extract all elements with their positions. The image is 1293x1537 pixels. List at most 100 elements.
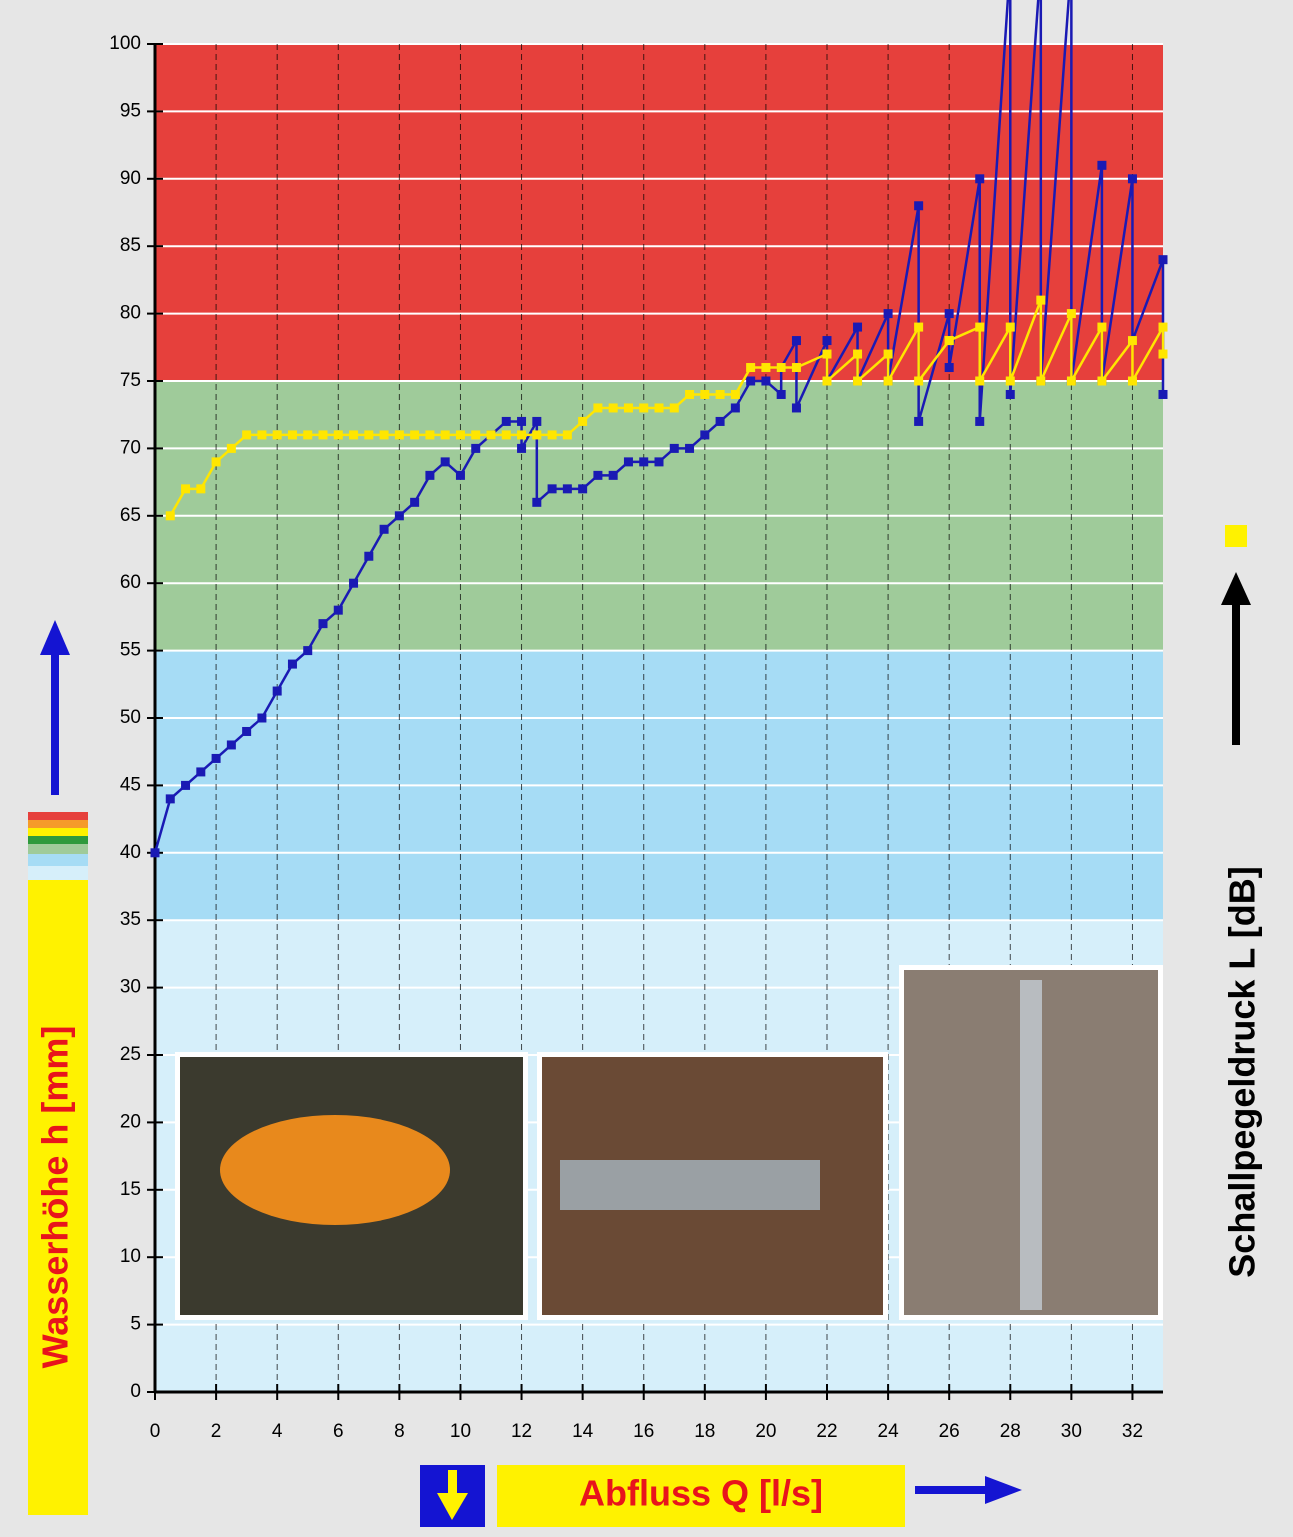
- point: [578, 417, 587, 426]
- point: [471, 430, 480, 439]
- point: [364, 552, 373, 561]
- y-tick-label: 65: [120, 505, 141, 526]
- photo-detail: [1020, 980, 1042, 1310]
- point: [975, 377, 984, 386]
- point: [914, 377, 923, 386]
- key: [28, 836, 88, 844]
- point: [761, 377, 770, 386]
- y-tick-label: 85: [120, 235, 141, 256]
- point: [441, 430, 450, 439]
- y-tick-label: 35: [120, 909, 141, 930]
- point: [1097, 377, 1106, 386]
- point: [487, 430, 496, 439]
- legend-marker: [1225, 525, 1247, 547]
- point: [532, 417, 541, 426]
- point: [609, 471, 618, 480]
- point: [548, 484, 557, 493]
- y-tick-label: 10: [120, 1246, 141, 1267]
- point: [563, 484, 572, 493]
- point: [242, 727, 251, 736]
- point: [716, 417, 725, 426]
- x-axis-label: Abfluss Q [l/s]: [579, 1473, 823, 1514]
- point: [380, 525, 389, 534]
- point: [349, 579, 358, 588]
- point: [364, 430, 373, 439]
- point: [1006, 323, 1015, 332]
- key: [28, 854, 88, 866]
- point: [242, 430, 251, 439]
- point: [1006, 377, 1015, 386]
- point: [700, 430, 709, 439]
- point: [380, 430, 389, 439]
- chart: 0510152025303540455055606570758085909510…: [0, 0, 1293, 1537]
- point: [945, 336, 954, 345]
- x-tick-label: 20: [755, 1421, 776, 1442]
- point: [578, 484, 587, 493]
- photo-detail: [220, 1115, 450, 1225]
- x-tick-label: 8: [394, 1421, 405, 1442]
- point: [257, 714, 266, 723]
- photo-detail: [560, 1160, 820, 1210]
- x-tick-label: 22: [816, 1421, 837, 1442]
- point: [685, 390, 694, 399]
- y-tick-label: 95: [120, 100, 141, 121]
- point: [777, 390, 786, 399]
- color-key: [28, 812, 88, 880]
- point: [685, 444, 694, 453]
- point: [395, 511, 404, 520]
- point: [502, 417, 511, 426]
- point: [441, 457, 450, 466]
- point: [670, 403, 679, 412]
- point: [517, 444, 526, 453]
- point: [273, 430, 282, 439]
- point: [517, 430, 526, 439]
- point: [181, 781, 190, 790]
- point: [227, 444, 236, 453]
- point: [731, 403, 740, 412]
- point: [593, 403, 602, 412]
- point: [212, 754, 221, 763]
- point: [975, 323, 984, 332]
- point: [914, 417, 923, 426]
- key: [28, 828, 88, 836]
- x-tick-label: 12: [511, 1421, 532, 1442]
- y-tick-label: 45: [120, 774, 141, 795]
- point: [410, 430, 419, 439]
- point: [853, 377, 862, 386]
- point: [884, 309, 893, 318]
- point: [334, 606, 343, 615]
- y2-axis-label: Schallpegeldruck L [dB]: [1222, 866, 1263, 1277]
- point: [945, 363, 954, 372]
- y-tick-label: 40: [120, 842, 141, 863]
- icon: [448, 1470, 457, 1495]
- point: [532, 430, 541, 439]
- point: [181, 484, 190, 493]
- point: [639, 403, 648, 412]
- point: [563, 430, 572, 439]
- point: [853, 350, 862, 359]
- point: [425, 471, 434, 480]
- arrow-head: [40, 620, 70, 655]
- point: [151, 848, 160, 857]
- point: [196, 767, 205, 776]
- y-tick-label: 25: [120, 1044, 141, 1065]
- y-tick-label: 50: [120, 707, 141, 728]
- point: [1036, 377, 1045, 386]
- x-tick-label: 30: [1061, 1421, 1082, 1442]
- x-tick-label: 0: [150, 1421, 161, 1442]
- point: [502, 430, 511, 439]
- arrow-head: [985, 1476, 1022, 1504]
- point: [212, 457, 221, 466]
- point: [425, 430, 434, 439]
- y-tick-label: 80: [120, 303, 141, 324]
- y-tick-label: 20: [120, 1111, 141, 1132]
- point: [257, 430, 266, 439]
- point: [196, 484, 205, 493]
- point: [1128, 336, 1137, 345]
- point: [792, 403, 801, 412]
- x-tick-label: 18: [694, 1421, 715, 1442]
- point: [334, 430, 343, 439]
- x-tick-label: 16: [633, 1421, 654, 1442]
- y-tick-label: 70: [120, 437, 141, 458]
- x-tick-label: 10: [450, 1421, 471, 1442]
